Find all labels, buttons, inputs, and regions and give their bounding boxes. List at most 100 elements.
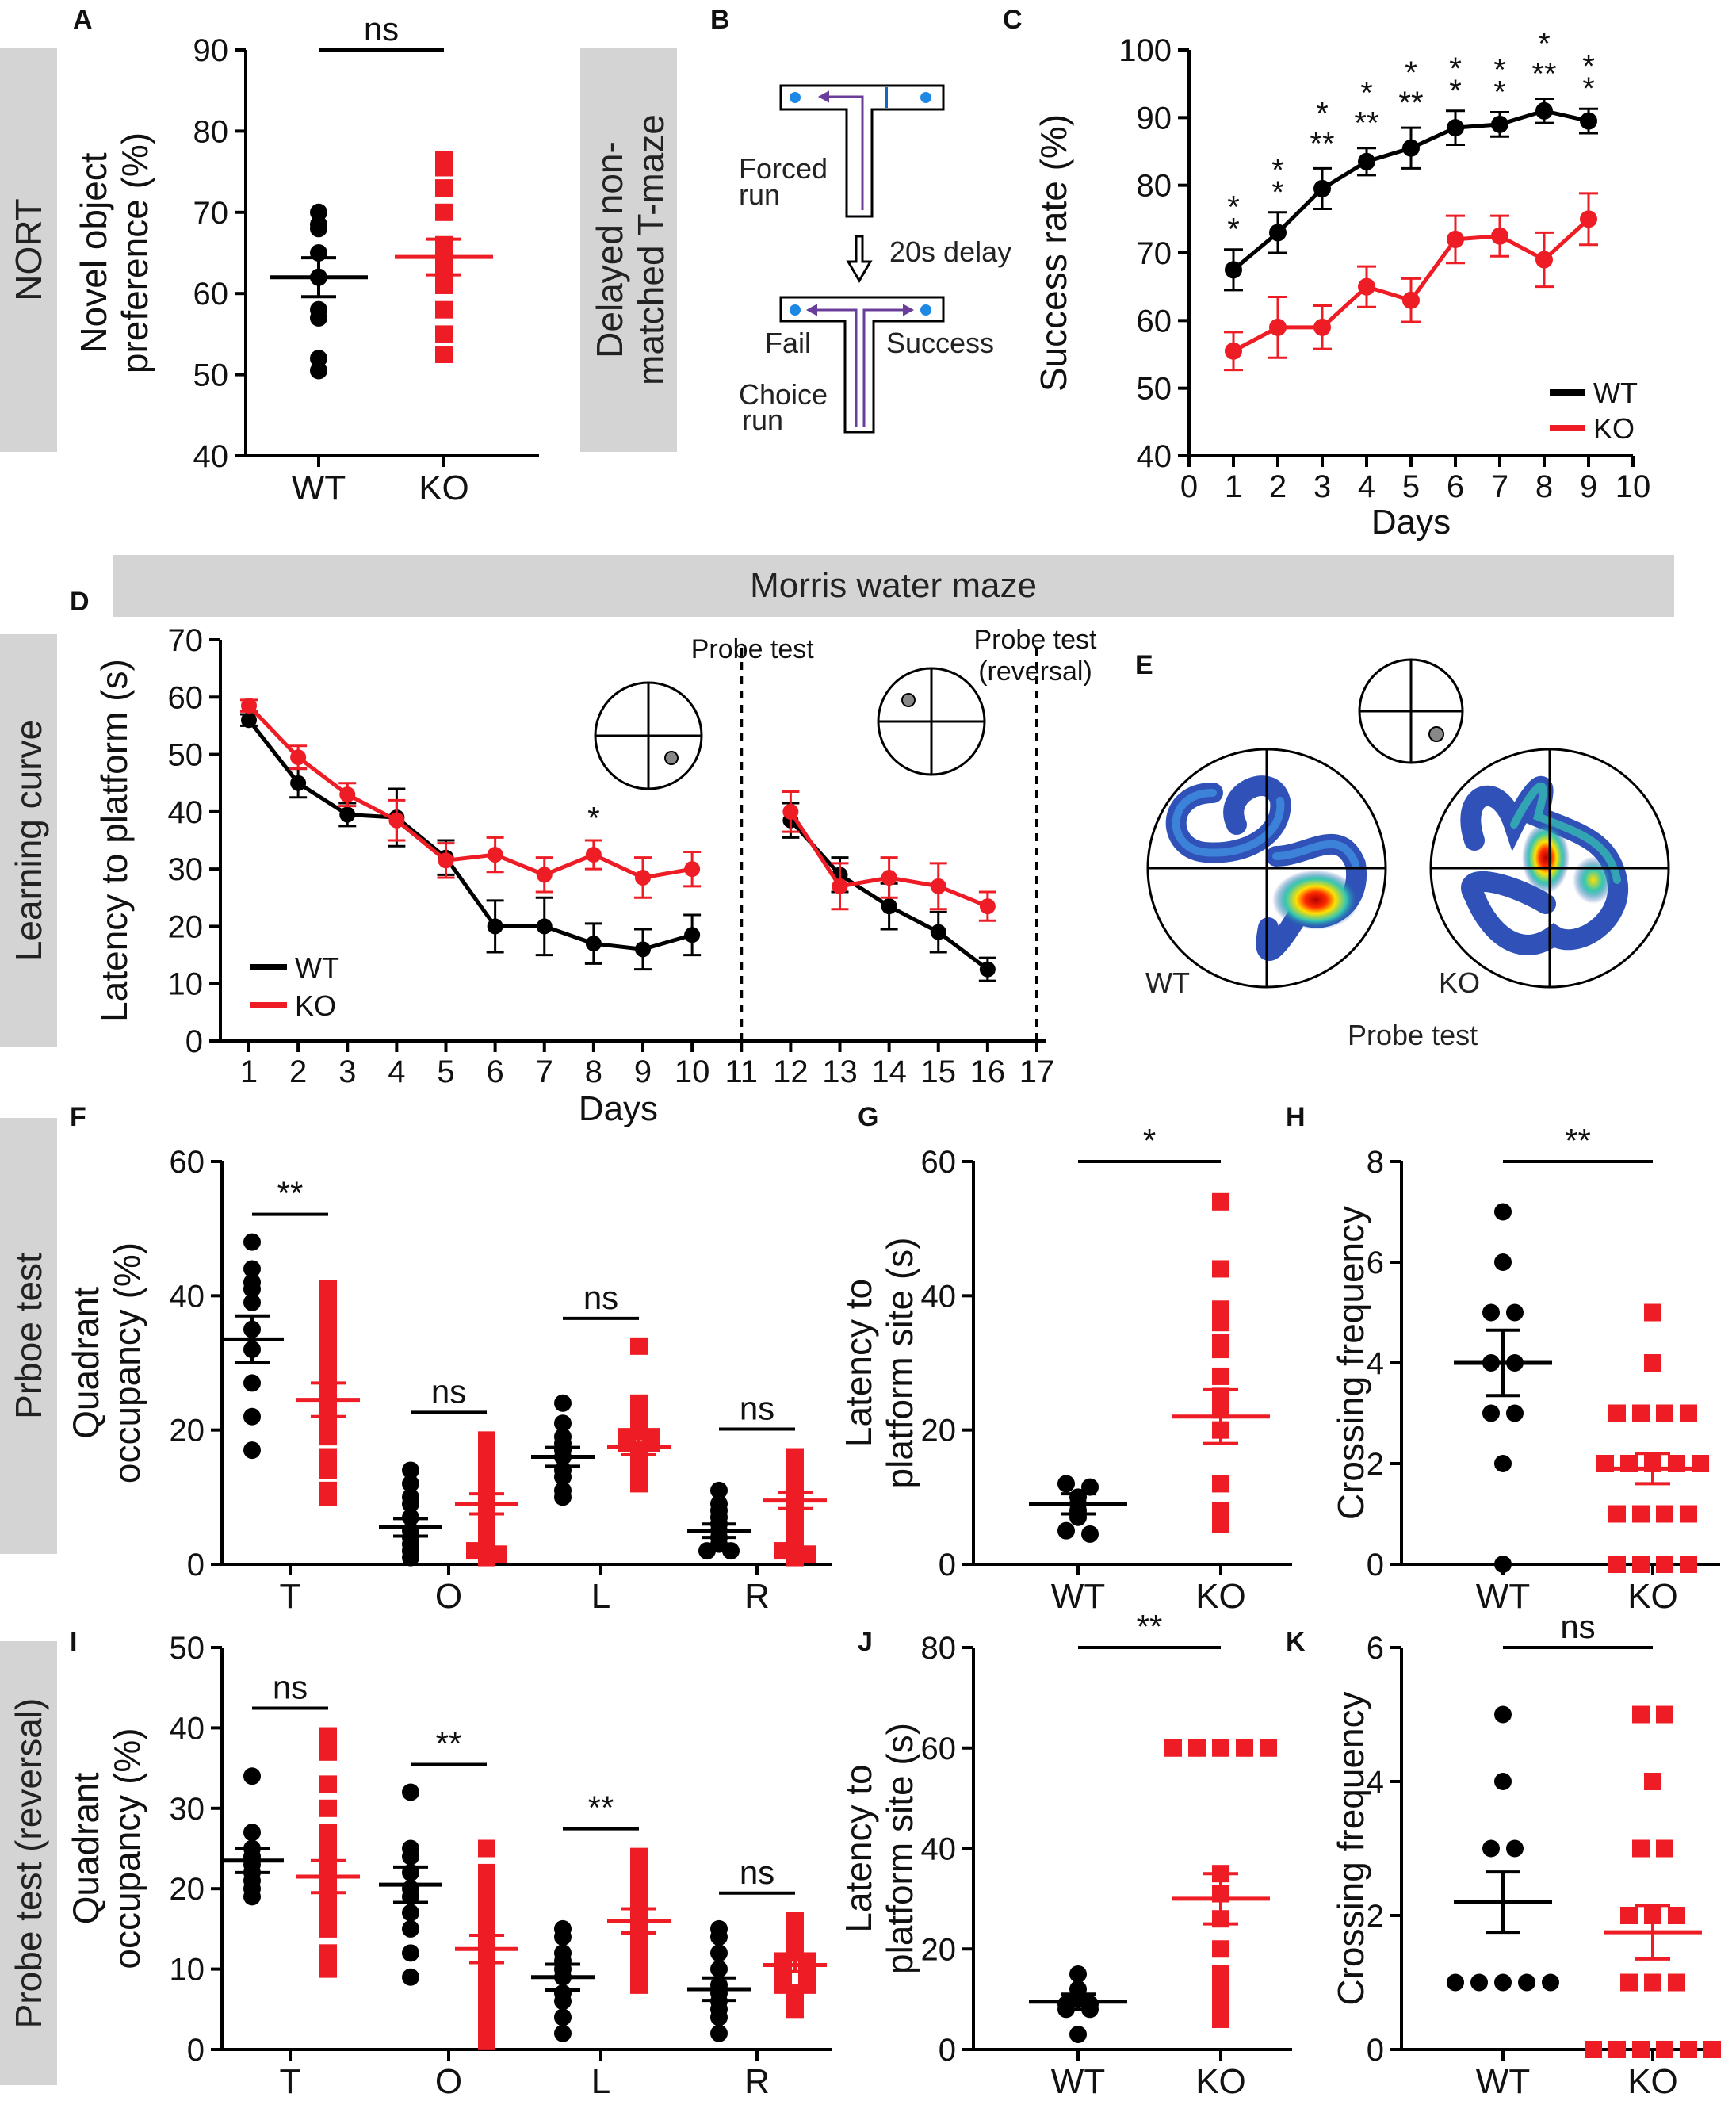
chart-D-point-WT-9 xyxy=(635,941,651,958)
tmaze-delay-label: 20s delay xyxy=(889,235,1011,268)
chart-A-ytick-label-40: 40 xyxy=(193,439,229,474)
chart-A-ytick-label-50: 50 xyxy=(193,358,229,393)
chart-A-point-WT-0-0 xyxy=(310,203,327,221)
chart-I-ytick-label-30: 30 xyxy=(170,1792,205,1827)
chart-C-star-2-a: * xyxy=(1271,153,1284,188)
tmaze-choice-head-right xyxy=(903,304,915,316)
chart-K-point-KO-1-10 xyxy=(1668,1973,1685,1992)
chart-F-ylabel-1: Quadrant xyxy=(65,1287,106,1439)
chart-D-point-WT-8 xyxy=(585,936,602,952)
chart-G-ytick-label-20: 20 xyxy=(921,1414,957,1449)
chart-K-sig-label-0: ns xyxy=(1560,1608,1595,1645)
chart-C-star-1-b: * xyxy=(1227,212,1240,247)
chart-K-point-KO-1-11 xyxy=(1585,2041,1602,2058)
chart-I-point-KO-1-4 xyxy=(319,1824,337,1842)
chart-F-point-WT-6-8 xyxy=(698,1542,716,1560)
chart-I-point-KO-1-14 xyxy=(319,1944,337,1962)
chart-C-ytick-label-100: 100 xyxy=(1118,33,1172,68)
tmaze-choice-arrow-left xyxy=(816,308,858,427)
chart-H-point-KO-1-5 xyxy=(1680,1404,1697,1422)
morris-water-maze-banner: Morris water maze xyxy=(113,555,1674,617)
chart-D-point-KO-9 xyxy=(635,869,651,886)
chart-D-star: * xyxy=(587,802,600,836)
chart-C-star-6-a: * xyxy=(1449,52,1462,86)
chart-F-point-KO-1-14 xyxy=(319,1461,337,1479)
chart-G-ylabel-2: platform site (s) xyxy=(879,1238,920,1489)
chart-I-point-KO-7-15 xyxy=(786,2000,804,2019)
chart-F-point-WT-0-7 xyxy=(243,1374,261,1392)
chart-K-point-KO-1-5 xyxy=(1620,1907,1638,1924)
chart-D-ylabel: Latency to platform (s) xyxy=(94,659,135,1022)
chart-F-point-WT-0-8 xyxy=(243,1407,261,1426)
chart-K-xtick-label-KO: KO xyxy=(1627,2062,1678,2101)
chart-A-ylabel-2: preference (%) xyxy=(114,132,155,373)
chart-G-ytick-label-60: 60 xyxy=(921,1145,957,1180)
chart-D-xtick-label-12: 12 xyxy=(773,1054,809,1089)
chart-D-ytick-label-20: 20 xyxy=(168,909,204,944)
chart-D-xtick-label-14: 14 xyxy=(871,1054,907,1089)
chart-J-ytick-label-20: 20 xyxy=(921,1932,957,1967)
chart-J-point-KO-1-14 xyxy=(1212,2010,1229,2028)
chart-H-ytick-label-6: 6 xyxy=(1367,1246,1384,1280)
chart-A-ytick-label-60: 60 xyxy=(193,277,229,312)
tmaze-fail-label: Fail xyxy=(765,327,811,359)
side-label-tmaze: Delayed non- matched T-maze xyxy=(580,48,677,452)
chart-C-star-8-a: * xyxy=(1538,26,1551,61)
chart-F-point-WT-0-1 xyxy=(243,1260,261,1278)
platform-key-marker xyxy=(1428,726,1444,742)
chart-D-xtick-label-3: 3 xyxy=(338,1054,356,1089)
chart-I-ytick-label-50: 50 xyxy=(170,1631,205,1666)
chart-A-point-WT-0-6 xyxy=(310,308,327,327)
chart-F-point-WT-6-0 xyxy=(710,1481,728,1499)
chart-H-point-KO-1-12 xyxy=(1632,1505,1650,1523)
chart-D-xtick-label-4: 4 xyxy=(388,1054,405,1089)
chart-D-xtick-label-15: 15 xyxy=(921,1054,957,1089)
chart-H-point-KO-1-2 xyxy=(1608,1404,1626,1422)
chart-I-sig-label-0: ns xyxy=(273,1669,308,1706)
chart-D-xtick-label-7: 7 xyxy=(536,1054,553,1089)
chart-D-legend-label-KO: KO xyxy=(295,989,336,1022)
chart-G-point-WT-0-7 xyxy=(1081,1525,1099,1543)
chart-F-ylabel-2: occupancy (%) xyxy=(106,1242,147,1483)
chart-F-point-KO-1-1 xyxy=(319,1287,337,1305)
chart-A-point-WT-0-8 xyxy=(310,362,327,380)
chart-A-point-KO-1-9 xyxy=(435,300,453,319)
chart-K-ytick-label-4: 4 xyxy=(1367,1765,1384,1800)
chart-I-point-KO-3-0 xyxy=(478,1839,495,1858)
chart-D-point-KO-4 xyxy=(388,812,405,829)
chart-I-point-WT-6-8 xyxy=(710,2008,728,2026)
chart-D-xtick-label-2: 2 xyxy=(289,1054,307,1089)
chart-D-point-KO-10 xyxy=(684,861,701,878)
chart-H-point-KO-1-3 xyxy=(1632,1404,1650,1422)
chart-H-point-WT-0-9 xyxy=(1494,1556,1512,1573)
chart-I-point-WT-2-2 xyxy=(402,1847,419,1866)
chart-G-sig-label-0: * xyxy=(1143,1122,1156,1159)
chart-H-ylabel: Crossing frequency xyxy=(1330,1206,1371,1520)
chart-G-xtick-label-WT: WT xyxy=(1051,1577,1105,1616)
chart-I-point-KO-1-2 xyxy=(319,1775,337,1793)
chart-J-point-KO-1-1 xyxy=(1188,1739,1206,1757)
chart-K-point-KO-1-1 xyxy=(1656,1705,1673,1724)
chart-K-point-WT-0-0 xyxy=(1494,1705,1512,1724)
chart-D-xtick-label-11: 11 xyxy=(725,1054,758,1089)
chart-I-point-KO-3-4 xyxy=(478,1904,495,1922)
side-label-nort: NORT xyxy=(0,48,57,452)
chart-C-xtick-label-2: 2 xyxy=(1269,469,1287,504)
chart-F-point-KO-5-1 xyxy=(630,1394,648,1412)
chart-A-point-KO-1-1 xyxy=(435,159,453,177)
tmaze-reward-right xyxy=(920,92,931,103)
chart-H-ytick-label-0: 0 xyxy=(1367,1548,1384,1582)
chart-D-platform-icon-rev-marker xyxy=(901,693,916,707)
chart-I-sig-label-1: ** xyxy=(436,1725,462,1762)
chart-F-ytick-label-0: 0 xyxy=(187,1548,205,1582)
chart-C-point-KO-1 xyxy=(1225,342,1242,360)
chart-K-xtick-label-WT: WT xyxy=(1476,2062,1530,2101)
chart-A-ylabel-1: Novel object xyxy=(73,152,114,353)
chart-D-point-KO-15 xyxy=(930,878,946,894)
chart-H-point-KO-1-14 xyxy=(1680,1505,1697,1523)
chart-K-point-KO-1-13 xyxy=(1632,2041,1650,2058)
chart-D-xlabel: Days xyxy=(579,1089,658,1128)
chart-C-xtick-label-10: 10 xyxy=(1616,469,1651,504)
chart-D-point-KO-1 xyxy=(241,698,257,714)
